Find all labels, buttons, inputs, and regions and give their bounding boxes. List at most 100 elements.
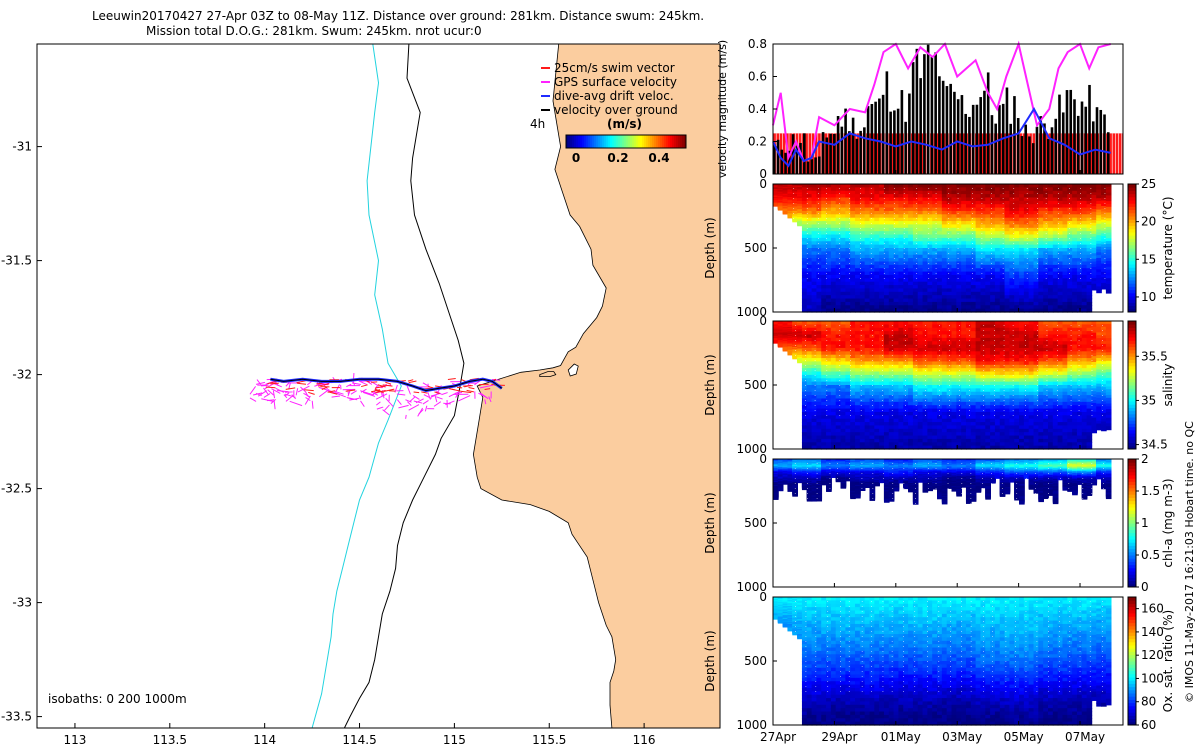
gps-vector — [423, 394, 432, 399]
gps-vector — [289, 400, 303, 407]
ground-speed-bar — [1076, 115, 1080, 174]
legend-colorbar-segment — [624, 135, 627, 148]
ground-speed-bar — [848, 131, 851, 174]
temperature-colorbar-tick-label: 20 — [1141, 215, 1156, 229]
ground-speed-bar — [994, 123, 997, 174]
temperature-colorbar-segment — [1128, 212, 1136, 217]
legend-colorbar-segment — [660, 135, 663, 148]
temperature-cell — [773, 202, 779, 207]
isobath-note: isobaths: 0 200 1000m — [48, 692, 187, 706]
gps-vector — [346, 383, 352, 388]
ground-speed-bar — [908, 93, 911, 174]
gps-vector — [271, 388, 281, 394]
legend-colorbar-segment — [644, 135, 647, 148]
legend-colorbar-segment — [674, 135, 677, 148]
temperature-cell — [1091, 286, 1098, 291]
ground-speed-bar — [1039, 116, 1043, 174]
temperature-colorbar-segment — [1128, 251, 1136, 255]
ground-speed-bar — [1084, 106, 1088, 174]
gps-vector — [327, 389, 340, 395]
ground-speed-bar — [953, 91, 956, 174]
map-xtick-label: 113 — [63, 733, 86, 747]
temperature-colorbar-segment — [1128, 286, 1136, 291]
temperature-cell — [782, 210, 789, 215]
gps-vector — [398, 404, 409, 409]
ground-speed-bar — [960, 95, 964, 174]
gps-vector — [249, 386, 257, 395]
temperature-ytick-label: 500 — [744, 241, 767, 255]
legend-colorbar-segment — [610, 135, 613, 148]
legend-colorbar-segment — [598, 135, 601, 148]
swim-vector — [267, 380, 277, 385]
legend-drift-label: dive-avg drift veloc. — [554, 89, 674, 103]
map-xtick-label: 116 — [633, 733, 656, 747]
legend-colorbar-segment — [626, 135, 629, 148]
legend-colorbar-segment — [614, 135, 617, 148]
gps-vector — [405, 414, 407, 419]
ground-speed-bar — [881, 94, 885, 174]
ground-speed-bar — [840, 126, 844, 174]
swim-vector — [265, 386, 276, 389]
gps-vector — [332, 390, 344, 395]
gps-vector — [436, 396, 443, 400]
temperature-colorbar-segment — [1128, 238, 1136, 243]
legend-colorbar-segment — [608, 135, 611, 148]
ground-speed-bar — [983, 90, 986, 174]
gps-vector — [409, 396, 416, 403]
temperature-colorbar-segment — [1128, 280, 1136, 284]
gps-vector — [430, 392, 441, 397]
legend-colorbar-segment — [638, 135, 641, 148]
legend-colorbar-segment — [588, 135, 591, 148]
ground-speed-bar — [904, 121, 907, 174]
salinity-cell — [782, 347, 789, 352]
temperature-colorbar-segment — [1128, 244, 1136, 249]
temperature-colorbar-segment — [1128, 273, 1136, 278]
legend-colorbar-segment — [636, 135, 639, 148]
ground-speed-bar — [1058, 94, 1061, 174]
ground-speed-bar — [1005, 87, 1009, 174]
swim-vector — [377, 384, 386, 388]
legend-colorbar-segment — [676, 135, 679, 148]
temperature-cell — [787, 214, 794, 219]
legend-colorbar-segment — [586, 135, 589, 148]
ground-speed-bar — [821, 132, 825, 174]
gps-vector — [424, 405, 428, 412]
swim-vector — [456, 386, 463, 389]
ground-speed-bar — [776, 139, 780, 174]
gps-vector — [283, 394, 288, 399]
ground-speed-bar — [941, 80, 945, 174]
ground-speed-bar — [795, 145, 799, 174]
map-ytick-label: -32.5 — [1, 482, 32, 496]
ground-speed-bar — [874, 101, 877, 174]
temperature-cell — [777, 206, 784, 211]
gps-vector — [358, 395, 361, 400]
swim-vector — [413, 391, 420, 394]
swim-vector — [434, 391, 440, 395]
ground-speed-bar — [1009, 123, 1013, 174]
legend-gps-label: GPS surface velocity — [554, 75, 677, 89]
gps-vector — [277, 389, 289, 393]
temperature-colorbar-segment — [1128, 302, 1136, 307]
ground-speed-bar — [911, 62, 915, 175]
temperature-colorbar-segment — [1128, 193, 1136, 198]
swim-vector — [408, 380, 417, 384]
gps-vector — [270, 399, 276, 405]
ground-speed-bar — [889, 111, 892, 174]
legend-time-label: 4h — [530, 117, 545, 131]
map-xtick-label: 113.5 — [153, 733, 187, 747]
ground-speed-bar — [1073, 99, 1076, 174]
ground-speed-bar — [1031, 143, 1035, 174]
swim-vector — [407, 379, 414, 382]
legend-colorbar-segment — [578, 135, 581, 148]
temperature-colorbar-segment — [1128, 283, 1136, 287]
ground-speed-bar — [956, 99, 960, 174]
swim-vector — [270, 382, 279, 385]
gps-vector — [441, 392, 448, 396]
gps-vector — [249, 397, 257, 402]
ground-speed-bar — [810, 159, 814, 174]
temperature-colorbar-segment — [1128, 248, 1136, 252]
gps-vector — [422, 400, 429, 405]
temperature-colorbar-segment — [1128, 200, 1136, 204]
